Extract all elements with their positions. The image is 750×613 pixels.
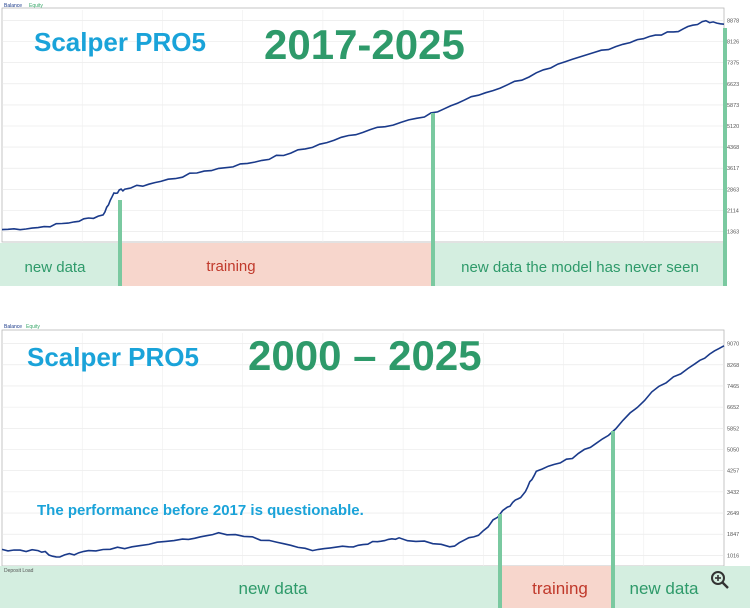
bot-y-tick-label: 2649	[727, 511, 739, 517]
bottom-period: 2000 – 2025	[248, 332, 482, 379]
top-y-tick-label: 7375	[727, 61, 739, 67]
top-y-tick-label: 5873	[727, 103, 739, 109]
top-y-tick-label: 8878	[727, 19, 739, 25]
top-marker-1	[118, 200, 122, 286]
top-y-tick-label: 2863	[727, 187, 739, 193]
bottom-band-training-label: training	[532, 579, 588, 598]
top-y-tick-label: 3617	[727, 166, 739, 172]
bottom-grid	[2, 333, 724, 566]
top-band-new-data-label: new data	[25, 259, 87, 276]
bottom-y-tick-labels: 1016 1847 2649 3432 4257 5050 5852 6652 7465 8268…	[727, 342, 739, 560]
bottom-band-new-data	[0, 566, 502, 608]
top-y-tick-label: 4368	[727, 145, 739, 151]
bottom-marker-1	[498, 514, 502, 608]
top-legend-equity: Equity	[29, 3, 43, 9]
top-chart-panel: 1363 2114 2863 3617 4368 5120 5873 6623 7375 8126…	[0, 0, 750, 288]
bot-y-tick-label: 3432	[727, 490, 739, 496]
bottom-legend-balance: Balance	[4, 324, 22, 330]
top-band-training	[120, 243, 433, 286]
bot-y-tick-label: 7465	[727, 384, 739, 390]
top-plot-area	[1, 7, 725, 243]
top-title: Scalper PRO5	[34, 27, 206, 57]
top-y-tick-label: 5120	[727, 124, 739, 130]
zoom-in-icon[interactable]	[711, 571, 729, 589]
top-marker-3	[723, 28, 727, 286]
top-band-new-data	[0, 243, 120, 286]
top-y-tick-label: 6623	[727, 82, 739, 88]
bottom-band-training	[502, 566, 614, 608]
bot-y-tick-label: 5050	[727, 448, 739, 454]
bottom-band-new-data-right-label: new data	[630, 579, 700, 598]
bot-y-tick-label: 9070	[727, 342, 739, 348]
top-legend-balance: Balance	[4, 3, 22, 9]
top-band-unseen-label: new data the model has never seen	[461, 259, 699, 276]
bottom-chart-panel: 1016 1847 2649 3432 4257 5050 5852 6652 7465 8268…	[0, 324, 750, 608]
bottom-legend-equity: Equity	[26, 324, 40, 330]
bot-y-tick-label: 6652	[727, 405, 739, 411]
top-band-training-label: training	[206, 258, 255, 275]
top-y-tick-label: 1363	[727, 229, 739, 235]
bottom-band-new-data-label: new data	[239, 579, 309, 598]
top-marker-2	[431, 113, 435, 286]
bottom-footer-label: Deposit Load	[4, 568, 34, 574]
bot-y-tick-label: 1016	[727, 553, 739, 559]
top-grid	[2, 10, 724, 242]
top-y-tick-label: 2114	[727, 208, 739, 214]
bot-y-tick-label: 4257	[727, 469, 739, 475]
top-band-unseen	[433, 243, 727, 286]
bot-y-tick-label: 8268	[727, 363, 739, 369]
bottom-plot-area	[1, 329, 725, 567]
top-equity-line	[1, 19, 725, 231]
bottom-title: Scalper PRO5	[27, 342, 199, 372]
top-period: 2017-2025	[264, 21, 465, 68]
bottom-note: The performance before 2017 is questiona…	[37, 502, 364, 519]
bot-y-tick-label: 5852	[727, 426, 739, 432]
bot-y-tick-label: 1847	[727, 532, 739, 538]
top-y-tick-labels: 1363 2114 2863 3617 4368 5120 5873 6623 7375 8126…	[727, 19, 739, 236]
top-y-tick-label: 8126	[727, 40, 739, 46]
bottom-equity-line	[1, 345, 725, 558]
bottom-marker-2	[611, 431, 615, 608]
